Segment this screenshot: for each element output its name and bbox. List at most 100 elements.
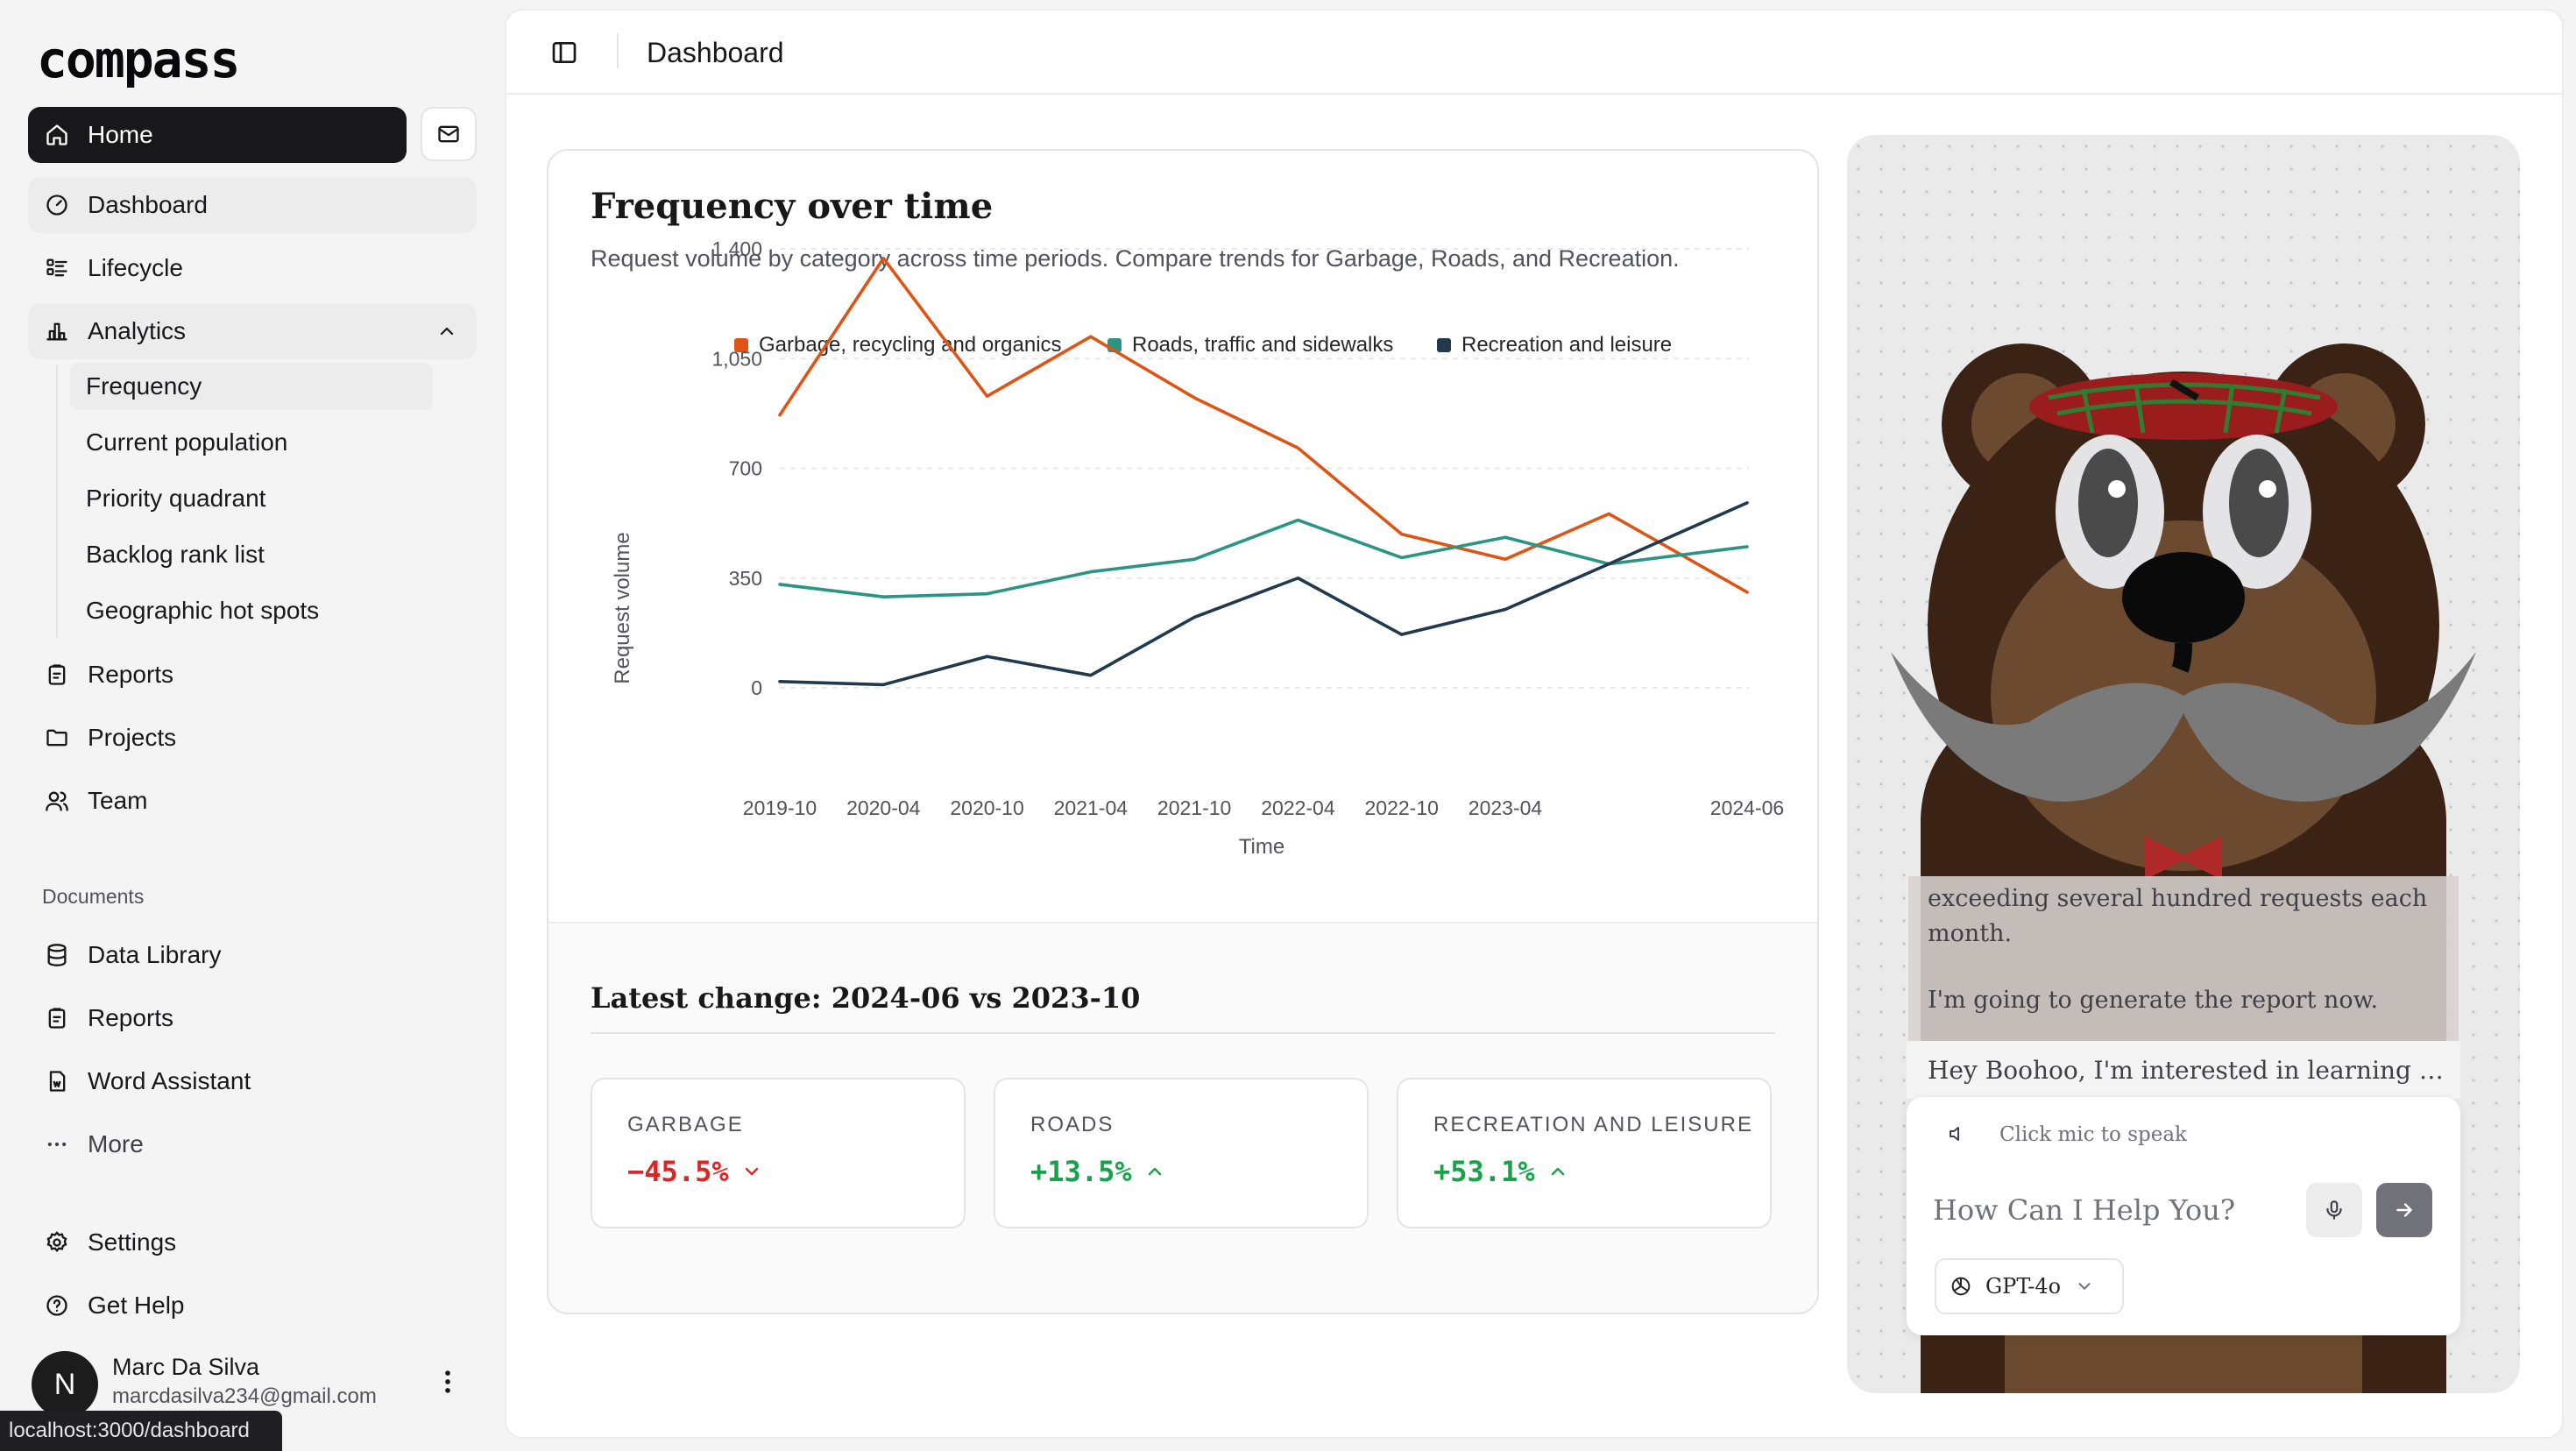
sidebar-item-home[interactable]: Home [28,107,407,163]
mic-button[interactable] [2306,1183,2362,1237]
inbox-button[interactable] [421,107,477,161]
more-horizontal-icon [44,1131,70,1157]
x-tick-label: 2023-04 [1468,796,1543,819]
avatar-letter: N [53,1367,76,1401]
chevron-up-icon [1144,1161,1165,1182]
more-vertical-icon[interactable] [436,1367,459,1397]
x-tick-labels: 2019-10 2020-04 2020-10 2021-04 2021-10 2022-… [743,796,1784,819]
bar-chart-icon [44,318,70,344]
sidebar-item-label: More [88,1130,144,1157]
sidebar-item-team[interactable]: Team [28,773,477,829]
subitem-label: Frequency [86,372,202,400]
topbar-divider [617,33,619,68]
clipboard-icon [44,1005,70,1031]
chat-input[interactable]: How Can I Help You? [1933,1181,2301,1239]
legend-item-garbage[interactable]: Garbage, recycling and organics [734,333,1062,357]
legend-label: Recreation and leisure [1461,333,1673,357]
page-title: Dashboard [647,37,784,68]
assistant-transcript-line: I'm going to generate the report now. [1928,987,2379,1014]
stat-card-garbage: GARBAGE −45.5% [591,1078,966,1228]
mic-hint: Click mic to speak [1999,1123,2187,1146]
sidebar-item-label: Reports [88,661,174,688]
sidebar-item-label: Analytics [88,317,187,344]
y-tick-label: 1,400 [711,237,762,260]
user-name: Marc Da Silva [112,1354,260,1380]
stat-value-text: +53.1% [1433,1155,1535,1188]
x-tick-label: 2022-04 [1261,796,1335,819]
sidebar-item-data-library[interactable]: Data Library [28,927,477,983]
help-circle-icon [44,1292,70,1319]
sidebar-item-reports[interactable]: Reports [28,647,477,703]
frequency-card: Frequency over time Request volume by ca… [547,149,1819,1314]
sidebar-item-lifecycle[interactable]: Lifecycle [28,240,477,296]
sidebar-subitem-backlog-rank-list[interactable]: Backlog rank list [70,531,433,578]
sidebar-subitem-frequency[interactable]: Frequency [70,363,433,410]
sidebar-item-label: Team [88,787,148,814]
stat-label: ROADS [1030,1113,1115,1136]
sidebar-item-settings[interactable]: Settings [28,1214,477,1271]
sidebar-item-label: Word Assistant [88,1067,251,1094]
user-email: marcdasilva234@gmail.com [112,1384,377,1408]
divider [591,1032,1775,1034]
speaker-icon[interactable] [1947,1123,1968,1144]
latest-change-title: Latest change: 2024-06 vs 2023-10 [591,981,1141,1015]
sidebar-toggle-icon[interactable] [550,39,578,67]
series-lines [778,256,1749,687]
stat-value: −45.5% [627,1155,762,1188]
series-line-1 [778,518,1749,599]
x-tick-label: 2024-06 [1710,796,1784,819]
sidebar-subitem-geographic-hot-spots[interactable]: Geographic hot spots [70,587,433,634]
stat-value: +53.1% [1433,1155,1568,1188]
list-icon [44,255,70,281]
x-tick-label: 2022-10 [1365,796,1439,819]
database-icon [44,942,70,968]
chart-grid [780,248,1749,689]
latest-change-section: Latest change: 2024-06 vs 2023-10 GARBAG… [548,922,1817,1313]
home-icon [44,122,70,148]
x-axis-title: Time [1239,835,1284,859]
stat-value-text: +13.5% [1030,1155,1132,1188]
chevron-up-icon [1547,1161,1568,1182]
x-tick-label: 2021-04 [1054,796,1129,819]
mail-icon [436,122,461,146]
chevron-down-icon [2075,1277,2094,1296]
sidebar-item-more[interactable]: More [28,1116,477,1172]
openai-icon [1949,1274,1973,1299]
sidebar-item-doc-reports[interactable]: Reports [28,990,477,1046]
model-selector[interactable]: GPT-4o [1935,1258,2124,1314]
gauge-icon [44,192,70,218]
y-tick-label: 700 [729,457,762,480]
submenu-guide-line [56,365,58,638]
sidebar-subitem-current-population[interactable]: Current population [70,419,433,466]
sidebar-item-help[interactable]: Get Help [28,1278,477,1334]
sidebar-item-label: Settings [88,1228,177,1256]
sidebar-item-word-assistant[interactable]: Word Assistant [28,1053,477,1109]
stat-value: +13.5% [1030,1155,1165,1188]
sidebar-item-dashboard[interactable]: Dashboard [28,177,477,233]
sidebar-subitem-priority-quadrant[interactable]: Priority quadrant [70,475,433,522]
stat-card-recreation: RECREATION AND LEISURE +53.1% [1397,1078,1772,1228]
avatar[interactable]: N [32,1351,98,1418]
send-button[interactable] [2376,1183,2432,1237]
sidebar-item-label: Get Help [88,1292,185,1319]
x-tick-label: 2020-04 [846,796,921,819]
stat-card-roads: ROADS +13.5% [994,1078,1369,1228]
chevron-up-icon[interactable] [436,321,457,342]
chat-composer: Click mic to speak How Can I Help You? G… [1907,1097,2460,1335]
subitem-label: Priority quadrant [86,485,266,512]
x-tick-label: 2020-10 [950,796,1023,819]
document-icon [44,1068,70,1094]
sidebar-item-analytics[interactable]: Analytics [28,303,477,359]
y-tick-label: 1,050 [711,347,762,370]
legend-item-recreation[interactable]: Recreation and leisure [1437,333,1672,357]
y-axis-title: Request volume [611,532,634,683]
status-url-tooltip: localhost:3000/dashboard [0,1411,282,1451]
legend-label: Garbage, recycling and organics [759,333,1062,357]
x-tick-label: 2021-10 [1157,796,1231,819]
sidebar-item-projects[interactable]: Projects [28,710,477,766]
y-tick-label: 0 [751,676,762,699]
clipboard-icon [44,662,70,688]
sidebar-item-label: Reports [88,1004,174,1031]
stat-value-text: −45.5% [627,1155,729,1188]
